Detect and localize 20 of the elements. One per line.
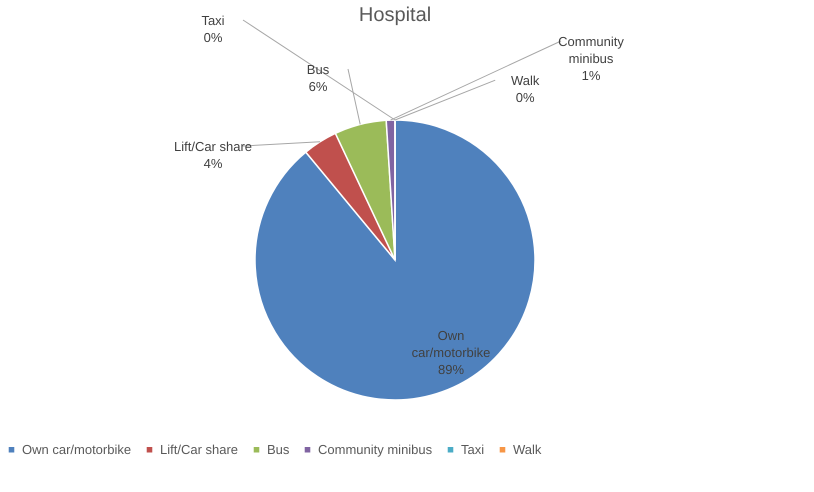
legend-label: Taxi — [461, 442, 484, 457]
category-label: Walk — [510, 73, 540, 88]
pie-slice — [254, 119, 536, 401]
slice-label: Community minibus — [558, 34, 624, 66]
data-label: 89% — [438, 362, 464, 377]
data-label: 1% — [582, 68, 601, 83]
legend-label: Lift/Car share — [160, 442, 238, 457]
slice-label: Lift/Car share — [174, 139, 252, 154]
category-label: Taxi — [201, 13, 225, 28]
slice-label: Own car/motorbike — [412, 328, 490, 360]
legend-label: Own car/motorbike — [22, 442, 132, 457]
text: 0% — [204, 30, 222, 45]
text: 0% — [516, 90, 535, 106]
data-label: 6% — [308, 79, 328, 94]
chart-title: Hospital — [358, 4, 432, 26]
legend-label: Walk — [513, 442, 542, 457]
legend-label: Community minibus — [318, 442, 433, 457]
data-label: 4% — [204, 156, 223, 171]
slice-label: Bus — [306, 62, 330, 77]
legend-label: Bus — [267, 442, 290, 457]
